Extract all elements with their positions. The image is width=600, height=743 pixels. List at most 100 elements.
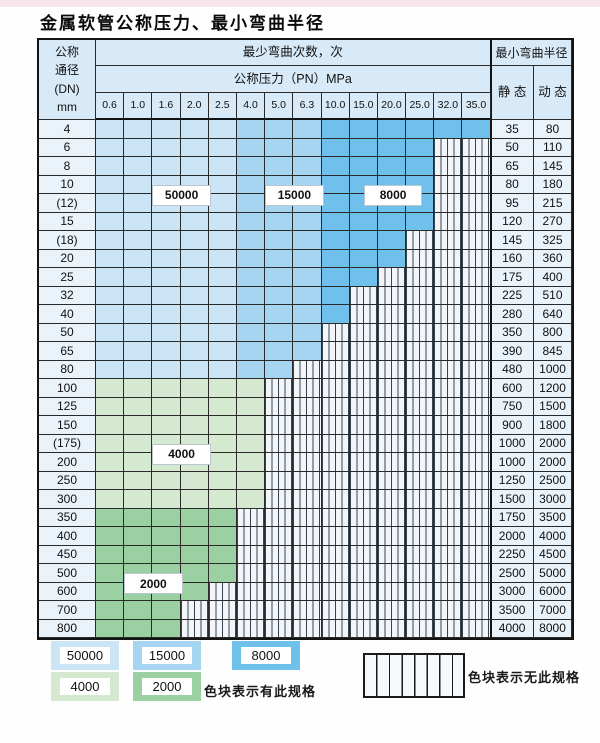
no-spec-cell	[349, 453, 378, 472]
spec-cell	[349, 231, 378, 250]
no-spec-cell	[377, 305, 407, 324]
spec-cell	[124, 305, 153, 324]
no-spec-cell	[377, 342, 407, 361]
spec-cell	[293, 138, 322, 157]
spec-cell	[180, 360, 209, 379]
legend-no-spec-note: 色块表示无此规格	[468, 670, 581, 685]
static-radius-value: 3500	[489, 601, 534, 620]
dynamic-radius-value: 845	[533, 342, 573, 361]
no-spec-cell	[406, 619, 435, 638]
no-spec-cell	[265, 453, 294, 472]
no-spec-cell	[265, 416, 294, 435]
spec-cell	[236, 305, 266, 324]
no-spec-cell	[434, 545, 463, 564]
spec-cell	[208, 249, 237, 268]
static-radius-value: 65	[489, 157, 534, 176]
spec-cell	[180, 342, 209, 361]
spec-cell	[236, 157, 266, 176]
dn-label: 80	[39, 360, 96, 379]
spec-cell	[236, 323, 266, 342]
cycle-count-label: 8000	[363, 184, 423, 206]
no-spec-cell	[434, 416, 463, 435]
dn-label: 250	[39, 471, 96, 490]
legend-swatch-label: 2000	[142, 678, 192, 695]
spec-cell	[236, 471, 266, 490]
no-spec-cell	[236, 564, 266, 583]
pressure-tick: 35.0	[462, 93, 491, 120]
spec-cell	[377, 157, 407, 176]
no-spec-cell	[462, 157, 491, 176]
no-spec-cell	[349, 582, 378, 601]
legend-swatch-label: 15000	[142, 647, 192, 664]
no-spec-cell	[462, 601, 491, 620]
spec-cell	[124, 286, 153, 305]
no-spec-cell	[406, 582, 435, 601]
no-spec-cell	[293, 453, 322, 472]
legend-swatch-label: 8000	[241, 647, 291, 664]
spec-cell	[236, 286, 266, 305]
no-spec-cell	[434, 286, 463, 305]
no-spec-cell	[462, 212, 491, 231]
no-spec-cell	[293, 582, 322, 601]
legend-swatch: 50000	[51, 641, 119, 670]
spec-cell	[406, 120, 435, 139]
spec-cell	[236, 212, 266, 231]
dynamic-radius-value: 2000	[533, 453, 573, 472]
no-spec-cell	[434, 564, 463, 583]
spec-cell	[293, 157, 322, 176]
spec-cell	[152, 619, 181, 638]
spec-cell	[124, 416, 153, 435]
spec-cell	[377, 120, 407, 139]
static-radius-value: 280	[489, 305, 534, 324]
dynamic-radius-value: 8000	[533, 619, 573, 638]
spec-cell	[124, 601, 153, 620]
spec-cell	[321, 286, 350, 305]
spec-cell	[180, 397, 209, 416]
no-spec-cell	[462, 527, 491, 546]
no-spec-cell	[462, 138, 491, 157]
dynamic-radius-value: 110	[533, 138, 573, 157]
spec-cell	[293, 305, 322, 324]
no-spec-cell	[434, 268, 463, 287]
no-spec-cell	[293, 397, 322, 416]
no-spec-cell	[377, 323, 407, 342]
no-spec-cell	[434, 157, 463, 176]
no-spec-cell	[321, 453, 350, 472]
no-spec-cell	[321, 545, 350, 564]
spec-cell	[96, 212, 125, 231]
spec-cell	[349, 157, 378, 176]
spec-cell	[96, 601, 125, 620]
spec-cell	[96, 231, 125, 250]
spec-cell	[96, 286, 125, 305]
no-spec-cell	[462, 175, 491, 194]
no-spec-cell	[406, 231, 435, 250]
spec-cell	[180, 231, 209, 250]
no-spec-cell	[434, 601, 463, 620]
dn-label: 100	[39, 379, 96, 398]
no-spec-cell	[236, 601, 266, 620]
dynamic-radius-value: 215	[533, 194, 573, 213]
no-spec-cell	[349, 564, 378, 583]
static-radius-value: 1750	[489, 508, 534, 527]
no-spec-cell	[321, 471, 350, 490]
no-spec-cell	[236, 545, 266, 564]
spec-cell	[124, 342, 153, 361]
dn-label: 4	[39, 120, 96, 139]
no-spec-cell	[406, 434, 435, 453]
dynamic-radius-value: 145	[533, 157, 573, 176]
corner-line4: mm	[57, 99, 77, 114]
legend-swatch-label: 50000	[60, 647, 110, 664]
spec-cell	[236, 342, 266, 361]
no-spec-cell	[462, 268, 491, 287]
spec-cell	[180, 582, 209, 601]
dn-label: 8	[39, 157, 96, 176]
no-spec-cell	[265, 508, 294, 527]
no-spec-cell	[462, 508, 491, 527]
spec-cell	[180, 157, 209, 176]
spec-cell	[236, 490, 266, 509]
spec-cell	[152, 379, 181, 398]
static-radius-value: 80	[489, 175, 534, 194]
no-spec-cell	[377, 286, 407, 305]
static-radius-value: 350	[489, 323, 534, 342]
pressure-header: 公称压力（PN）MPa	[96, 66, 491, 93]
